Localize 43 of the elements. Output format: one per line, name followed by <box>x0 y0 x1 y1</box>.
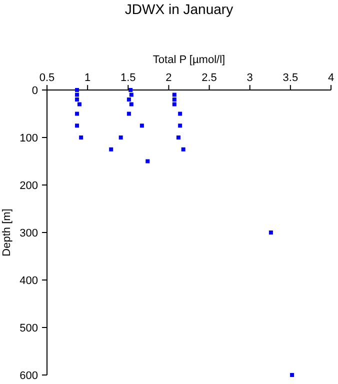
x-tick-label: 3 <box>246 72 253 84</box>
point <box>178 124 182 128</box>
point <box>172 92 176 97</box>
point <box>79 136 84 140</box>
point <box>146 159 150 164</box>
x-tick-label: 1.5 <box>120 72 136 84</box>
point <box>268 230 273 234</box>
point <box>290 373 294 377</box>
point <box>140 124 144 128</box>
point <box>178 112 182 116</box>
point <box>75 98 80 102</box>
point <box>109 147 114 152</box>
y-axis-title: Depth [m] <box>1 208 13 256</box>
point <box>77 102 82 106</box>
x-tick-label: 2 <box>166 72 172 84</box>
x-axis-title: Total P [µmol/l] <box>152 54 226 66</box>
point <box>129 92 134 97</box>
point <box>118 136 123 140</box>
point <box>75 92 80 97</box>
y-tick-label: 100 <box>20 132 38 144</box>
x-tick-label: 2.5 <box>202 72 217 84</box>
y-tick-label: 500 <box>20 322 38 334</box>
point <box>128 88 133 92</box>
x-tick-label: 0.5 <box>39 72 55 84</box>
point <box>75 124 80 128</box>
point <box>75 112 80 116</box>
y-tick-label: 600 <box>20 370 38 382</box>
y-tick-label: 300 <box>20 228 38 240</box>
point <box>126 98 131 102</box>
x-tick-label: 1 <box>84 72 91 84</box>
chart-title: JDWX in January <box>124 1 234 17</box>
point <box>172 98 176 102</box>
x-tick-label: 3.5 <box>282 72 298 84</box>
point <box>172 102 176 106</box>
y-tick-label: 400 <box>20 275 38 287</box>
point <box>126 112 131 116</box>
point <box>181 147 186 152</box>
x-tick-label: 4 <box>328 72 334 84</box>
y-tick-label: 200 <box>20 180 38 192</box>
y-tick-label: 0 <box>32 85 38 97</box>
point <box>129 102 134 106</box>
point <box>176 136 180 140</box>
point <box>75 88 80 92</box>
